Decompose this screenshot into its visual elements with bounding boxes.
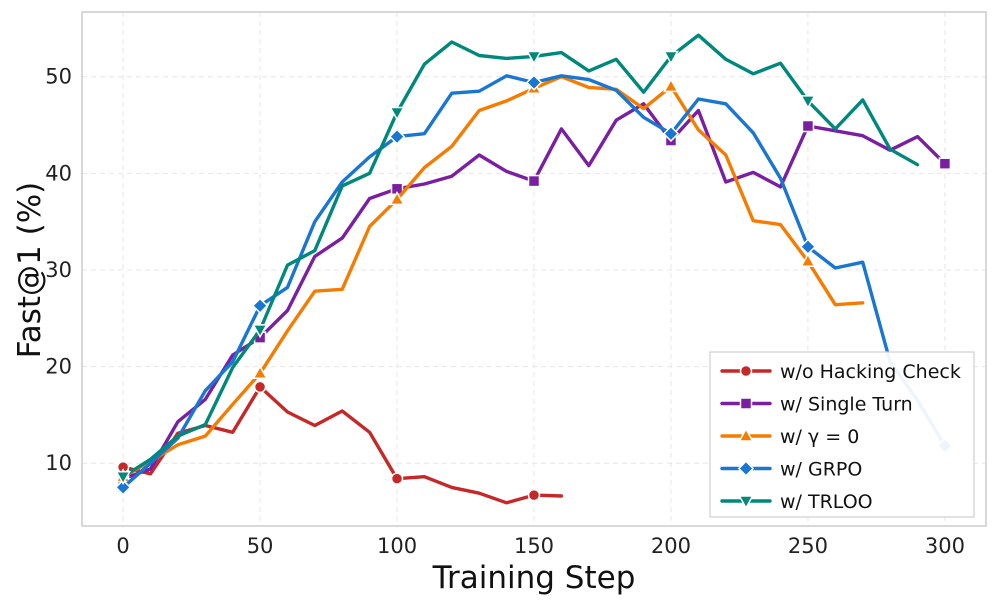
- legend-marker: [739, 397, 753, 410]
- series-point: [527, 174, 541, 188]
- legend-label: w/ γ = 0: [780, 426, 859, 448]
- x-axis-ticks: 0 50 100 150 200 250 300: [116, 534, 965, 558]
- plot-frame: [81, 11, 987, 527]
- x-tick-label: 150: [514, 534, 554, 558]
- series-layer: [114, 33, 954, 505]
- y-axis-ticks: 10 20 30 40 50: [45, 65, 72, 475]
- legend-marker: [738, 427, 754, 442]
- series-point: [253, 380, 267, 394]
- x-tick-label: 50: [247, 534, 274, 558]
- legend-label: w/ GRPO: [780, 459, 862, 481]
- y-tick-label: 10: [45, 451, 72, 475]
- series-point: [800, 252, 816, 267]
- series-point: [938, 157, 952, 170]
- series-point: [801, 119, 815, 133]
- legend-label: w/ TRLOO: [780, 491, 873, 513]
- series-point: [388, 128, 406, 145]
- series-point: [799, 238, 817, 255]
- series-point: [663, 77, 679, 93]
- series-point: [389, 106, 405, 121]
- x-tick-label: 200: [651, 534, 691, 558]
- y-tick-label: 20: [45, 355, 72, 379]
- x-axis-title: Training Step: [432, 560, 636, 596]
- series-line: [121, 74, 865, 479]
- legend-marker: [737, 460, 755, 477]
- series-point: [525, 74, 543, 91]
- x-tick-label: 0: [116, 534, 129, 558]
- series-point: [251, 297, 269, 314]
- y-tick-label: 30: [45, 258, 72, 282]
- series-point: [389, 191, 405, 206]
- legend-label: w/o Hacking Check: [780, 361, 961, 383]
- legend-marker: [738, 495, 754, 510]
- series-point: [114, 479, 132, 496]
- y-tick-label: 40: [45, 161, 72, 185]
- series-point: [526, 50, 542, 65]
- series-point: [800, 95, 816, 110]
- series-point: [252, 324, 268, 339]
- legend: w/o Hacking Check w/ Single Turn w/ γ = 0 w…: [709, 351, 975, 518]
- series-point: [662, 125, 680, 142]
- series-point: [115, 471, 131, 486]
- series-point: [252, 364, 268, 380]
- x-tick-label: 300: [925, 534, 965, 558]
- series-point: [663, 50, 679, 65]
- y-axis-title: Fast@1 (%): [12, 182, 48, 359]
- legend-label: w/ Single Turn: [780, 394, 913, 416]
- y-tick-label: 50: [45, 65, 72, 89]
- legend-marker: [739, 364, 753, 378]
- x-tick-label: 250: [788, 534, 828, 558]
- series-group: [115, 33, 920, 486]
- series-point: [390, 472, 404, 485]
- series-point: [527, 488, 541, 502]
- x-tick-label: 100: [377, 534, 417, 558]
- series-line: [121, 33, 920, 479]
